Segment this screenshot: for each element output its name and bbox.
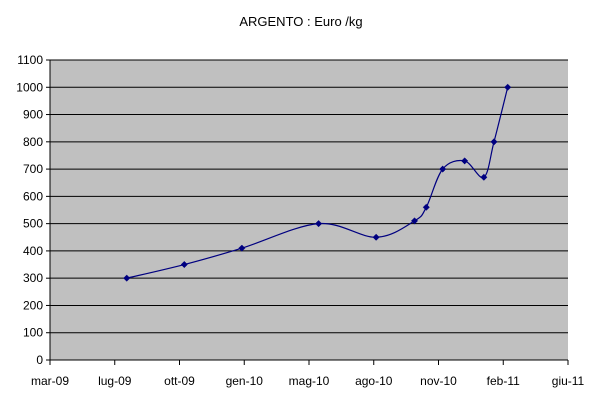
x-tick-label: feb-11 bbox=[487, 374, 520, 388]
y-tick-label: 500 bbox=[23, 217, 43, 231]
y-tick-label: 800 bbox=[23, 135, 43, 149]
y-tick-label: 100 bbox=[23, 326, 43, 340]
data-point-marker bbox=[180, 260, 188, 269]
y-tick-label: 1000 bbox=[16, 80, 43, 94]
data-point-marker bbox=[315, 220, 323, 228]
x-tick-label: gen-10 bbox=[226, 374, 264, 388]
x-tick-label: ago-10 bbox=[355, 374, 393, 388]
y-tick-label: 1100 bbox=[17, 53, 43, 67]
data-point-marker bbox=[480, 173, 488, 181]
data-point-marker bbox=[410, 217, 419, 225]
axes: 0 100 200 300 400 500 600 700 800 900 1000 1100 mar-… bbox=[16, 53, 584, 388]
x-tick-label: giu-11 bbox=[552, 374, 585, 388]
y-tick-label: 400 bbox=[23, 244, 43, 258]
x-tick-label: ott-09 bbox=[164, 374, 195, 388]
series-layer bbox=[123, 83, 512, 282]
data-point-marker bbox=[123, 274, 131, 282]
chart-title: ARGENTO : Euro /kg bbox=[239, 14, 362, 29]
data-point-marker bbox=[422, 203, 430, 211]
data-point-marker bbox=[439, 165, 447, 173]
y-tick-label: 0 bbox=[36, 353, 43, 367]
y-tick-label: 900 bbox=[23, 108, 43, 122]
data-point-marker bbox=[461, 157, 469, 165]
x-tick-label: nov-10 bbox=[420, 374, 457, 388]
x-tick-label: mar-09 bbox=[31, 374, 69, 388]
y-tick-label: 600 bbox=[23, 189, 43, 203]
data-point-marker bbox=[372, 233, 380, 241]
data-point-marker bbox=[490, 138, 498, 146]
x-tick-label: mag-10 bbox=[289, 374, 330, 388]
gridlines bbox=[50, 59, 568, 334]
data-point-marker bbox=[504, 83, 512, 91]
plot-area bbox=[50, 60, 568, 360]
y-tick-label: 200 bbox=[23, 298, 43, 312]
x-tick-label: lug-09 bbox=[98, 374, 132, 388]
data-point-marker bbox=[238, 244, 246, 252]
y-tick-label: 700 bbox=[23, 162, 43, 176]
y-tick-label: 300 bbox=[23, 271, 43, 285]
